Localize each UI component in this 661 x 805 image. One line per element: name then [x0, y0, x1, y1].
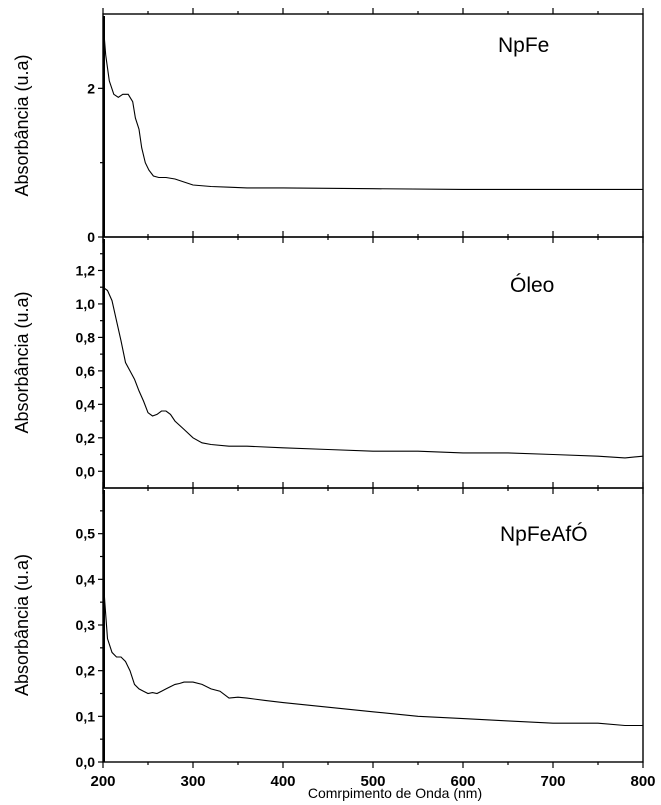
y-tick-label: 0 — [87, 229, 95, 245]
x-tick-label: 500 — [360, 773, 385, 790]
y-axis-label: Absorbância (u.a) — [12, 554, 32, 696]
y-axis-label: Absorbância (u.a) — [12, 291, 32, 433]
plot-frame — [102, 236, 644, 489]
series-line — [103, 21, 643, 190]
x-tick-label: 800 — [630, 773, 655, 790]
chart-panel-1: 0 2 NpFe Absorbância (u.a) — [12, 8, 644, 245]
panel-label: NpFe — [498, 34, 549, 57]
x-tick-label: 400 — [270, 773, 295, 790]
panel-label: NpFeAfÓ — [500, 523, 588, 546]
x-tick-label: 700 — [540, 773, 565, 790]
chart-panels: 0 2 NpFe Absorbância (u.a) 0,0 0,2 0,4 0,6 0,8 1,… — [12, 8, 656, 790]
y-tick-label: 1,2 — [76, 262, 96, 278]
y-tick-label: 0,3 — [76, 617, 96, 633]
y-tick-label: 0,2 — [76, 663, 96, 679]
y-tick-label: 0,4 — [76, 571, 96, 587]
y-tick-label: 0,1 — [76, 708, 96, 724]
y-tick-label: 0,4 — [76, 396, 96, 412]
panel-label: Óleo — [510, 274, 554, 297]
series-line — [103, 286, 643, 459]
y-tick-label: 0,6 — [76, 363, 96, 379]
y-tick-label: 2 — [87, 80, 95, 96]
x-axis-label: Comrpimento de Onda (nm) — [308, 785, 482, 801]
series-line — [103, 574, 643, 727]
y-axis-label: Absorbância (u.a) — [12, 54, 32, 196]
y-tick-label: 1,0 — [76, 296, 96, 312]
y-tick-label: 0,5 — [76, 526, 96, 542]
y-tick-label: 0,0 — [76, 463, 96, 479]
plot-frame — [102, 13, 644, 238]
chart-panel-2: 0,0 0,2 0,4 0,6 0,8 1,0 1,2 Óleo Absorbância (u.… — [12, 231, 644, 494]
chart-panel-3: 0,0 0,1 0,2 0,3 0,4 0,5 200 300 400 500 600 700 800 N… — [12, 482, 656, 790]
x-tick-label: 600 — [450, 773, 475, 790]
y-tick-label: 0,0 — [76, 754, 96, 770]
y-tick-label: 0,2 — [76, 430, 96, 446]
x-tick-label: 200 — [90, 773, 115, 790]
x-tick-label: 300 — [180, 773, 205, 790]
y-tick-label: 0,8 — [76, 329, 96, 345]
